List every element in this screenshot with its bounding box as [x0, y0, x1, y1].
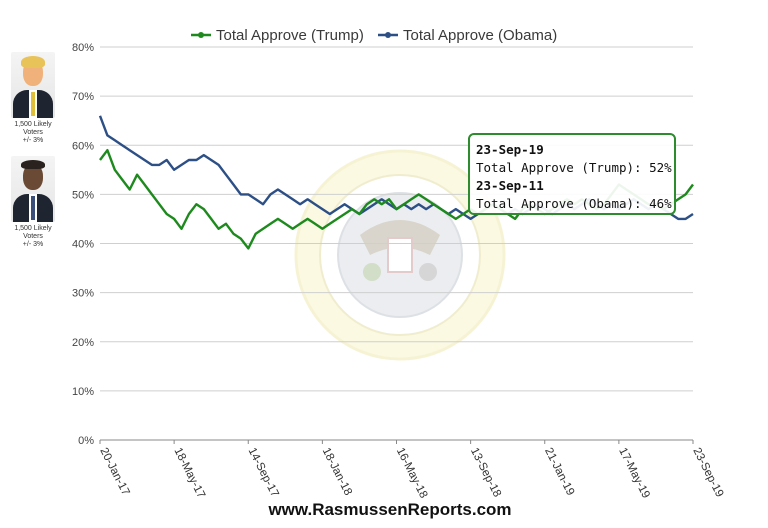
x-tick-label: 18-May-17 — [171, 446, 207, 500]
legend-label-trump: Total Approve (Trump) — [216, 27, 364, 44]
legend: Total Approve (Trump) Total Approve (Oba… — [191, 27, 557, 44]
trump-note-line3: +/- 3% — [22, 137, 44, 144]
y-tick-label: 0% — [78, 435, 94, 447]
legend-item-obama[interactable]: Total Approve (Obama) — [378, 27, 557, 44]
legend-item-trump[interactable]: Total Approve (Trump) — [191, 27, 364, 44]
chart-tooltip: 23-Sep-19 Total Approve (Trump): 52% 23-… — [468, 133, 676, 215]
gridlines — [100, 46, 693, 441]
trump-sample-note: 1,500 Likely Voters +/- 3% — [8, 121, 58, 145]
x-tick-label: 13-Sep-18 — [468, 446, 503, 499]
y-tick-label: 50% — [72, 189, 94, 201]
obama-portrait — [11, 156, 55, 222]
x-tick-label: 14-Sep-17 — [246, 446, 281, 499]
presidential-seal-watermark — [294, 149, 506, 361]
tooltip-date-obama: 23-Sep-11 — [476, 178, 544, 193]
x-tick-label: 21-Jan-19 — [542, 446, 576, 498]
y-tick-label: 30% — [72, 288, 94, 300]
x-tick-label: 17-May-19 — [616, 446, 652, 500]
trump-note-line2: Voters — [23, 129, 43, 136]
x-axis-ticks: 20-Jan-17 18-May-17 14-Sep-17 18-Jan-18 16-M… — [97, 440, 725, 500]
x-tick-label: 23-Sep-19 — [690, 446, 725, 499]
y-tick-label: 10% — [72, 386, 94, 398]
obama-note-line1: 1,500 Likely — [14, 225, 52, 232]
y-tick-label: 80% — [72, 42, 94, 54]
x-tick-label: 18-Jan-18 — [320, 446, 354, 498]
obama-sample-note: 1,500 Likely Voters +/- 3% — [8, 225, 58, 249]
x-tick-label: 16-May-18 — [394, 446, 430, 500]
x-tick-label: 20-Jan-17 — [97, 446, 131, 498]
legend-label-obama: Total Approve (Obama) — [403, 27, 557, 44]
obama-note-line3: +/- 3% — [22, 241, 44, 248]
y-tick-label: 70% — [72, 91, 94, 103]
trump-portrait — [11, 52, 55, 118]
y-tick-label: 20% — [72, 337, 94, 349]
trump-note-line1: 1,500 Likely — [14, 121, 52, 128]
source-link[interactable]: www.RasmussenReports.com — [268, 500, 512, 519]
y-axis-ticks: 0% 10% 20% 30% 40% 50% 60% 70% 80% — [72, 42, 94, 447]
tooltip-value-trump: Total Approve (Trump): 52% — [476, 160, 672, 175]
y-tick-label: 40% — [72, 239, 94, 251]
tooltip-value-obama: Total Approve (Obama): 46% — [476, 196, 672, 211]
tooltip-date-trump: 23-Sep-19 — [476, 142, 544, 157]
obama-panel: 1,500 Likely Voters +/- 3% — [8, 156, 58, 249]
trump-panel: 1,500 Likely Voters +/- 3% — [8, 52, 58, 145]
obama-note-line2: Voters — [23, 233, 43, 240]
y-tick-label: 60% — [72, 140, 94, 152]
